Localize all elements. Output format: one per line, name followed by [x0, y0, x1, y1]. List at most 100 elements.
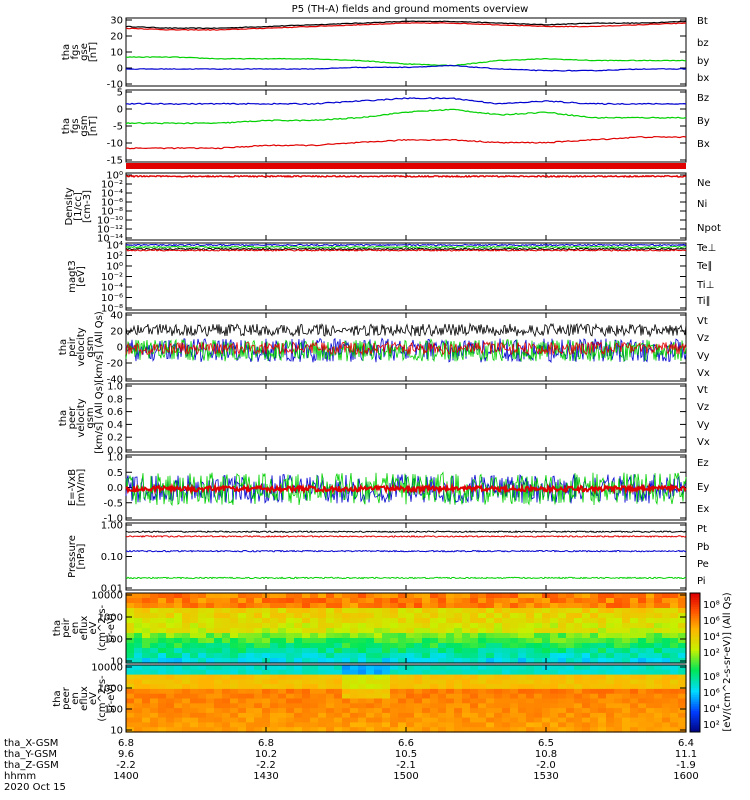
colorbar-label: [eV/(cm^2-s-sr-eV)] (All Qs) — [722, 592, 733, 731]
ephem-value: -2.1 — [396, 760, 416, 771]
ylabel-line: [km/s] (All Qs) — [94, 382, 105, 454]
legend-Ne: Ne — [697, 178, 711, 189]
ylabel-line: peir — [61, 617, 72, 637]
legend-Vt: Vt — [697, 385, 708, 396]
ylabel-line: gsm — [85, 336, 96, 357]
ytick-label: 100 — [104, 635, 123, 646]
legend-Vz: Vz — [697, 402, 709, 413]
ylabel-line: tha — [52, 690, 63, 706]
series-Bx — [125, 97, 687, 106]
ephem-value: 1430 — [253, 771, 278, 782]
ylabel-line: tha — [52, 620, 63, 636]
legend-Vx: Vx — [697, 437, 710, 448]
series-bz — [125, 22, 687, 31]
ytick-label: 20 — [110, 327, 123, 338]
series-Ti-perp — [125, 243, 687, 247]
series-Ti-par — [125, 245, 687, 249]
panel-pressure: 1.00 0.10 0.01 Pressure[nPa] Pt Pb Pe Pi — [67, 521, 709, 595]
ylabel-line: [mV/m] — [76, 469, 87, 507]
ylabel-line: eflux — [79, 686, 90, 711]
ytick-label: -40 — [107, 375, 123, 386]
ytick-label: 0.0 — [107, 446, 123, 457]
ylabel-line: tha — [58, 410, 69, 426]
ytick-label: 10000 — [91, 591, 123, 602]
legend-Ti⊥: Ti⊥ — [696, 280, 714, 291]
legend-Vy: Vy — [697, 420, 710, 431]
series-bx — [126, 64, 687, 72]
ylabel-line: [cm-3] — [82, 190, 93, 223]
legend-Te⊥: Te⊥ — [696, 243, 716, 254]
ytick-label: 1.00 — [101, 521, 123, 532]
ytick-label: 20 — [110, 32, 123, 43]
ytick-label: 0.2 — [107, 433, 123, 444]
ytick-label: 40 — [110, 311, 123, 322]
series-By — [125, 108, 687, 125]
ylabel-line: en — [70, 692, 81, 705]
ylabel-line: velocity — [76, 327, 87, 366]
colorbar-tick: 10⁶ — [703, 616, 720, 627]
series-Ey — [125, 471, 687, 507]
ytick-label: 10⁻¹⁰ — [97, 216, 123, 227]
ytick-label: 0 — [117, 64, 123, 75]
ylabel-line: gsm — [79, 115, 90, 136]
legend-Pi: Pi — [697, 576, 706, 587]
series-Pe — [125, 576, 687, 580]
ytick-label: 0.8 — [107, 394, 123, 405]
series-Pb — [125, 534, 687, 538]
legend-Ni: Ni — [697, 199, 707, 210]
legend-bx: bx — [697, 73, 709, 84]
panel-frame — [125, 242, 687, 311]
legend-Bt: Bt — [697, 16, 708, 27]
ephem-value: 10.8 — [535, 749, 557, 760]
series-Bt — [125, 20, 687, 30]
ytick-label: 10000 — [91, 663, 123, 674]
ytick-label: 1000 — [98, 613, 123, 624]
ephem-value: 6.5 — [538, 738, 554, 749]
ylabel-line: peer — [67, 406, 78, 430]
ytick-label: 10⁻⁴ — [101, 189, 123, 200]
ytick-label: 10 — [110, 726, 123, 737]
ytick-label: 10⁻⁴ — [101, 283, 123, 294]
panel-frame — [125, 522, 687, 591]
ephem-value: 10.5 — [395, 749, 417, 760]
ephem-value: 9.6 — [118, 749, 134, 760]
legend-Ti∥: Ti∥ — [696, 296, 711, 307]
colorbar-tick: 10² — [703, 720, 720, 731]
ylabel-line: sr-eV) — [106, 613, 117, 642]
ytick-label: 10⁻¹² — [97, 225, 123, 236]
ephem-value: 6.8 — [258, 738, 274, 749]
ytick-label: -10 — [107, 80, 123, 91]
legend-Vx: Vx — [697, 368, 710, 379]
ytick-label: 10² — [106, 251, 123, 262]
series-Vx — [125, 337, 687, 364]
legend-By: By — [697, 116, 710, 127]
ylabel-line: tha — [61, 44, 72, 60]
ylabel-line: velocity — [76, 398, 87, 437]
ytick-label: 10⁻⁶ — [101, 293, 123, 304]
ylabel-line: [nPa] — [76, 543, 87, 569]
ephem-label-z: tha_Z-GSM — [4, 760, 59, 771]
series-Vt — [125, 322, 687, 338]
ylabel-line: (cm^2-s- — [97, 675, 108, 722]
chart-title: P5 (TH-A) fields and ground moments over… — [292, 4, 529, 15]
ytick-label: 1.0 — [107, 453, 123, 464]
ylabel-line: peer — [61, 686, 72, 710]
colorbar-tick: 10² — [703, 648, 720, 659]
ylabel-line: [eV] — [76, 266, 87, 287]
legend-Te∥: Te∥ — [696, 261, 713, 272]
ytick-label: 0.0 — [107, 483, 123, 494]
legend-Pb: Pb — [697, 542, 709, 553]
ylabel-line: sr-eV) — [106, 684, 117, 713]
panel-frame — [125, 172, 687, 241]
legend-Ez: Ez — [697, 458, 709, 469]
ylabel-line: [km/s] (All Qs) — [94, 311, 105, 383]
ytick-label: 30 — [110, 16, 123, 27]
legend-Npot: Npot — [697, 223, 721, 234]
legend-bz: bz — [697, 38, 709, 49]
ylabel-line: eflux — [79, 616, 90, 641]
legend-Pt: Pt — [697, 524, 707, 535]
